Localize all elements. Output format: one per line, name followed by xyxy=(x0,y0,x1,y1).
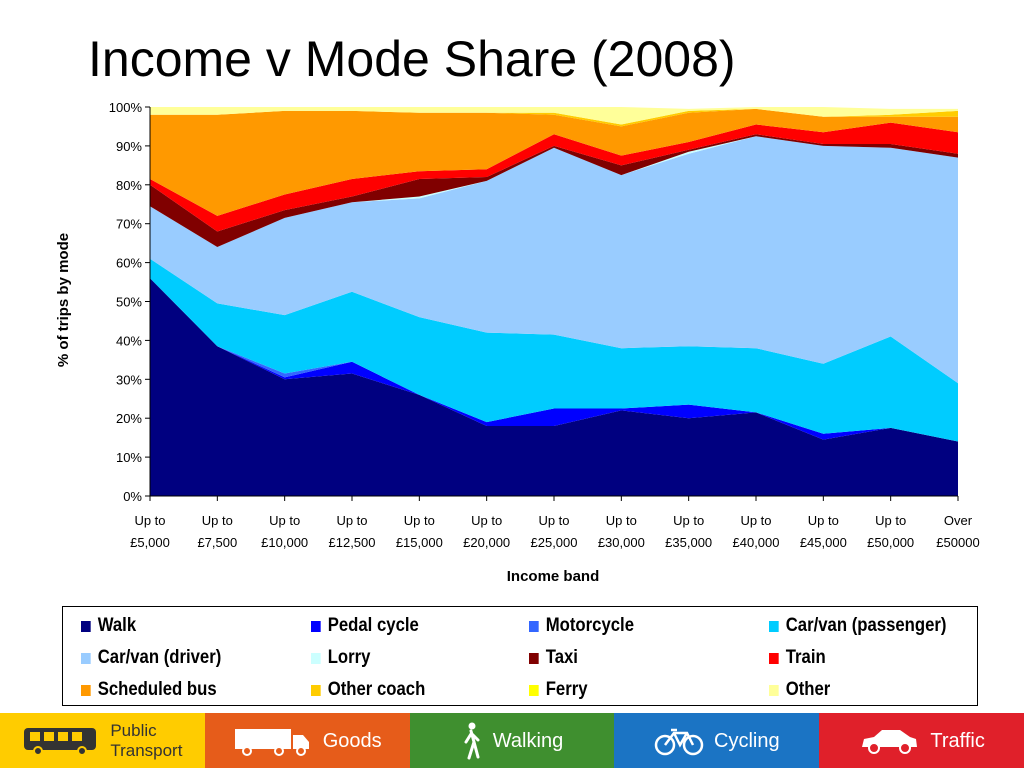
legend-swatch xyxy=(769,652,779,664)
legend-item: Walk xyxy=(81,613,136,639)
legend-item: Ferry xyxy=(529,677,588,703)
chart-legend: Walk Pedal cycle Motorcycle Car/van (passen… xyxy=(62,606,978,706)
y-tick-label: 20% xyxy=(116,411,142,426)
x-tick-label: Over £50000 xyxy=(936,513,979,550)
legend-swatch xyxy=(769,684,779,696)
legend-item: Car/van (passenger) xyxy=(769,613,946,639)
y-tick-label: 10% xyxy=(116,450,142,465)
area-pedal-cycle xyxy=(150,278,958,442)
legend-label: Other xyxy=(785,679,831,700)
stacked-area-chart: 0% 10% 20% 30% 40% 50% 60% 70% 80% 90% 100% Up to £… xyxy=(55,100,980,585)
footer-banner: Public Transport Goods Walking Cycling Traffi… xyxy=(0,713,1024,768)
footer-tile-traffic: Traffic xyxy=(819,713,1024,768)
x-tick-label: Up to £7,500 xyxy=(197,513,237,550)
y-axis-label: % of trips by mode xyxy=(55,233,72,367)
legend-label: Motorcycle xyxy=(545,615,634,636)
footer-label: Walking xyxy=(492,729,564,752)
x-tick-label: Up to £15,000 xyxy=(396,513,443,550)
x-tick-label: Up to £5,000 xyxy=(130,513,170,550)
legend-swatch xyxy=(81,684,91,696)
footer-tile-public-transport: Public Transport xyxy=(0,713,205,768)
legend-label: Scheduled bus xyxy=(97,679,217,700)
legend-swatch xyxy=(81,620,91,632)
y-tick-label: 50% xyxy=(116,295,142,310)
lorry-icon xyxy=(233,725,313,757)
x-tick-label: Up to £45,000 xyxy=(800,513,847,550)
legend-item: Pedal cycle xyxy=(311,613,419,639)
y-tick-label: 80% xyxy=(116,178,142,193)
legend-label: Lorry xyxy=(327,647,371,668)
legend-label: Ferry xyxy=(545,679,588,700)
legend-label: Pedal cycle xyxy=(327,615,419,636)
car-icon xyxy=(858,727,920,755)
legend-item: Taxi xyxy=(529,645,578,671)
legend-item: Motorcycle xyxy=(529,613,634,639)
legend-label: Car/van (driver) xyxy=(97,647,222,668)
footer-label: Public Transport xyxy=(110,720,183,760)
legend-label: Car/van (passenger) xyxy=(785,615,947,636)
y-tick-label: 0% xyxy=(123,489,142,504)
legend-item: Train xyxy=(769,645,826,671)
x-tick-label: Up to £12,500 xyxy=(329,513,376,550)
x-tick-label: Up to £25,000 xyxy=(531,513,578,550)
legend-label: Train xyxy=(785,647,826,668)
footer-tile-walking: Walking xyxy=(409,713,615,768)
y-tick-label: 40% xyxy=(116,333,142,348)
legend-swatch xyxy=(529,684,539,696)
legend-item: Scheduled bus xyxy=(81,677,217,703)
legend-swatch xyxy=(769,620,779,632)
legend-swatch xyxy=(529,652,539,664)
legend-label: Taxi xyxy=(545,647,578,668)
footer-label: Cycling xyxy=(714,729,780,752)
area-walk xyxy=(150,278,958,496)
legend-swatch xyxy=(311,620,321,632)
legend-item: Other xyxy=(769,677,830,703)
chart-axes xyxy=(145,106,959,501)
y-tick-label: 30% xyxy=(116,372,142,387)
x-tick-label: Up to £10,000 xyxy=(261,513,308,550)
footer-label: Traffic xyxy=(930,729,985,752)
bicycle-icon xyxy=(654,726,704,756)
y-tick-label: 70% xyxy=(116,217,142,232)
legend-label: Walk xyxy=(97,615,137,636)
area-taxi xyxy=(150,134,958,247)
y-tick-label: 90% xyxy=(116,139,142,154)
legend-item: Other coach xyxy=(311,677,425,703)
legend-item: Car/van (driver) xyxy=(81,645,221,671)
footer-tile-goods: Goods xyxy=(204,713,410,768)
legend-item: Lorry xyxy=(311,645,370,671)
area-car-van-driver xyxy=(150,136,958,384)
legend-label: Other coach xyxy=(327,679,426,700)
x-tick-label: Up to £50,000 xyxy=(867,513,914,550)
area-scheduled-bus xyxy=(150,108,958,216)
legend-swatch xyxy=(311,652,321,664)
x-tick-label: Up to £20,000 xyxy=(463,513,510,550)
area-other xyxy=(150,107,958,125)
legend-swatch xyxy=(81,652,91,664)
x-axis-ticks: Up to £5,000 Up to £7,500 Up to £10,000 Up to £… xyxy=(130,513,980,550)
legend-swatch xyxy=(311,684,321,696)
x-axis-label: Income band xyxy=(507,568,600,585)
y-tick-label: 60% xyxy=(116,256,142,271)
walking-person-icon xyxy=(461,722,483,760)
area-train xyxy=(150,122,958,232)
footer-label: Goods xyxy=(322,729,382,752)
chart-areas xyxy=(150,107,958,496)
footer-tile-cycling: Cycling xyxy=(614,713,820,768)
y-tick-label: 100% xyxy=(109,100,143,115)
bus-icon xyxy=(22,725,100,757)
x-tick-label: Up to £30,000 xyxy=(598,513,645,550)
x-tick-label: Up to £40,000 xyxy=(733,513,780,550)
x-tick-label: Up to £35,000 xyxy=(665,513,712,550)
page-title: Income v Mode Share (2008) xyxy=(88,31,736,87)
y-axis-ticks: 0% 10% 20% 30% 40% 50% 60% 70% 80% 90% 100% xyxy=(109,100,143,504)
area-car-van-passenger xyxy=(150,258,958,442)
legend-swatch xyxy=(529,620,539,632)
